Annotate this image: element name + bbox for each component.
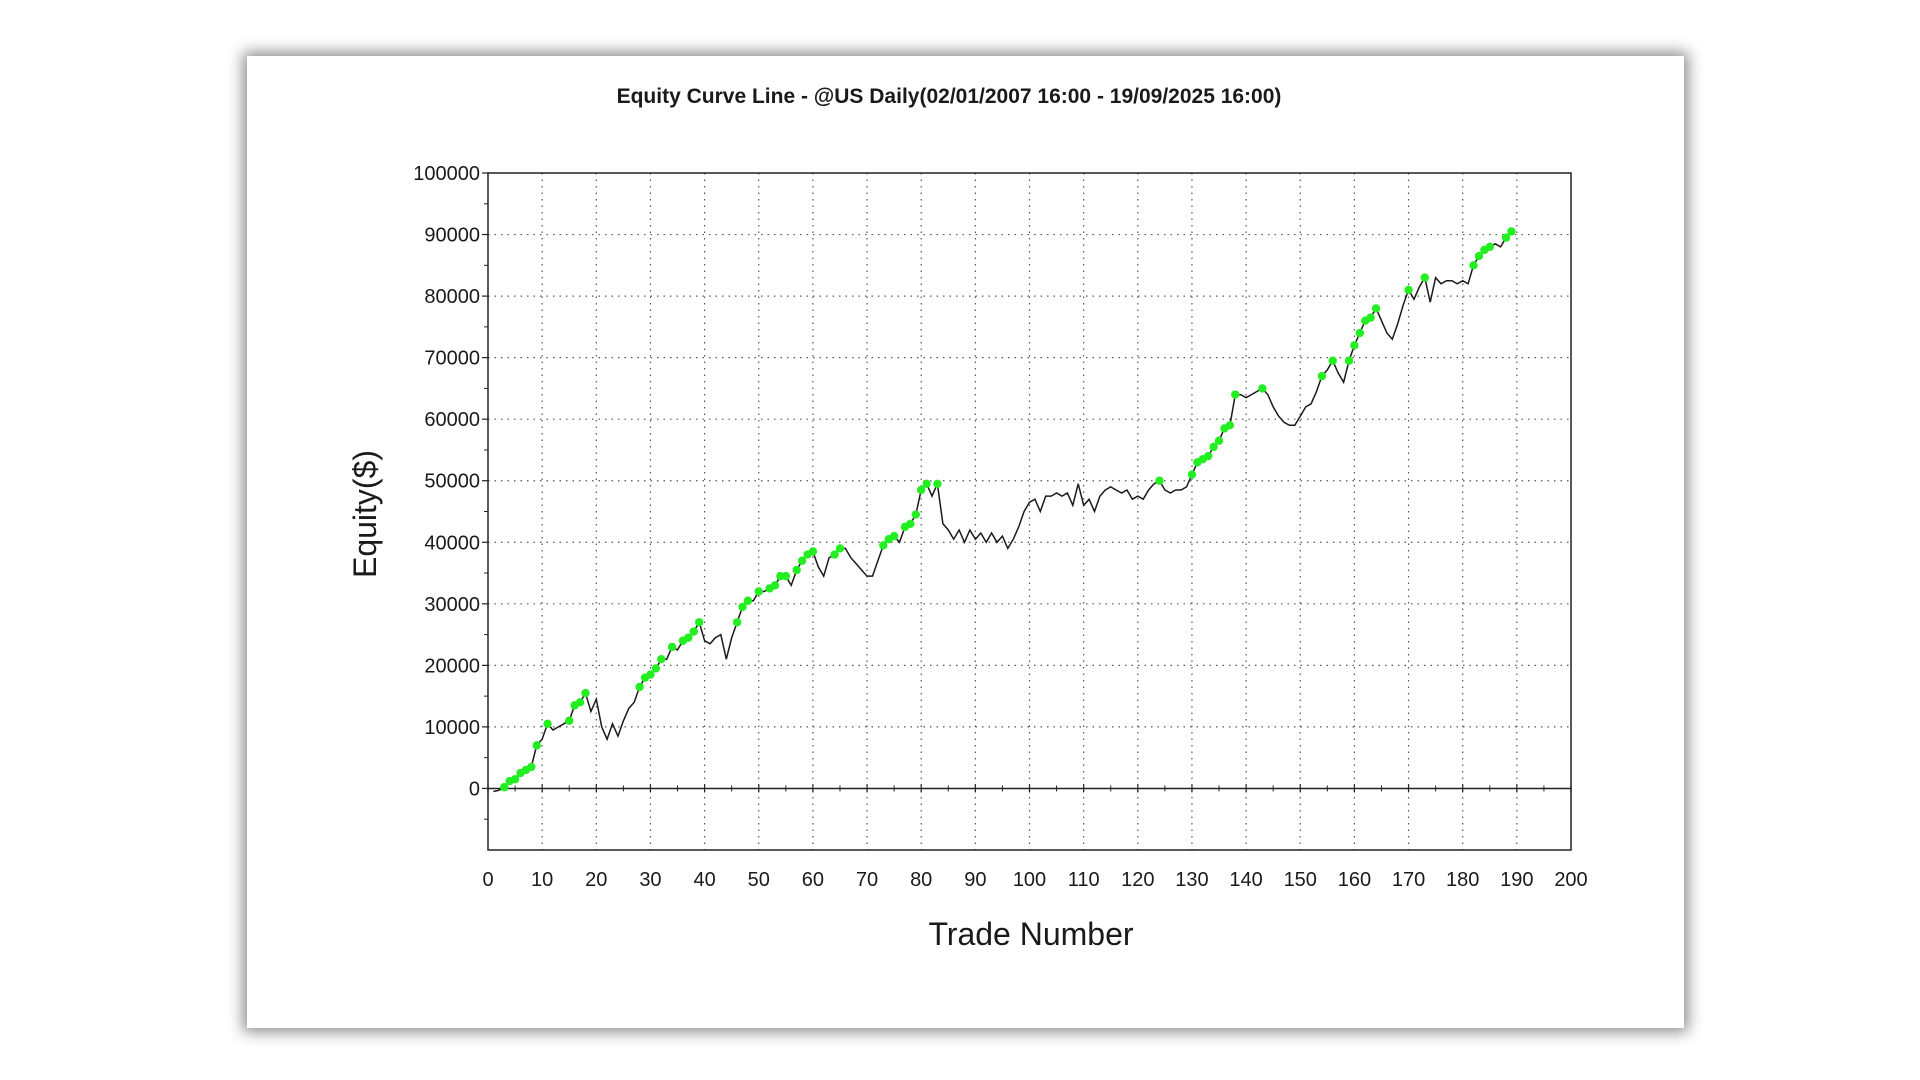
- new-high-markers: [500, 227, 1516, 792]
- new-high-marker: [532, 741, 541, 750]
- x-tick-label: 140: [1229, 869, 1262, 891]
- x-tick-label: 0: [482, 869, 493, 891]
- new-high-marker: [906, 519, 915, 529]
- new-high-marker: [781, 571, 791, 581]
- new-high-marker: [922, 479, 931, 489]
- x-tick-label: 90: [964, 869, 986, 891]
- new-high-marker: [1469, 261, 1478, 270]
- grid-lines: [488, 173, 1571, 850]
- new-high-marker: [1420, 273, 1429, 282]
- plot-frame: [487, 172, 1572, 851]
- new-high-marker: [667, 642, 677, 652]
- new-high-marker: [797, 556, 807, 565]
- x-tick-label: 50: [748, 869, 770, 891]
- x-tick-label: 10: [531, 869, 553, 891]
- new-high-marker: [917, 485, 926, 495]
- y-tick-label: 0: [469, 778, 480, 800]
- y-tick-label: 80000: [424, 286, 480, 308]
- x-tick-label: 80: [910, 869, 932, 891]
- chart-title: Equity Curve Line - @US Daily(02/01/2007…: [617, 85, 1282, 108]
- equity-line: [493, 231, 1512, 793]
- chart-card: Equity Curve Line - @US Daily(02/01/2007…: [247, 56, 1684, 1028]
- new-high-marker: [581, 688, 590, 698]
- y-tick-label: 20000: [424, 655, 480, 677]
- new-high-marker: [1203, 451, 1213, 461]
- x-axis-label: Trade Number: [928, 916, 1133, 952]
- new-high-marker: [808, 547, 818, 556]
- new-high-marker: [1371, 304, 1381, 313]
- x-tick-label: 180: [1446, 869, 1479, 891]
- new-high-marker: [543, 719, 552, 729]
- y-tick-label: 40000: [424, 532, 480, 554]
- new-high-marker: [1404, 285, 1413, 295]
- x-tick-label: 200: [1554, 869, 1587, 891]
- new-high-marker: [689, 627, 698, 636]
- x-tick-label: 20: [585, 869, 607, 891]
- new-high-marker: [694, 618, 704, 627]
- new-high-marker: [527, 762, 536, 772]
- axes: [482, 172, 1572, 851]
- y-tick-label: 60000: [424, 409, 480, 431]
- new-high-marker: [1328, 356, 1337, 365]
- new-high-marker: [738, 602, 747, 612]
- new-high-marker: [657, 655, 666, 664]
- new-high-marker: [933, 479, 942, 489]
- new-high-marker: [1187, 470, 1197, 479]
- y-tick-label: 100000: [413, 163, 480, 185]
- new-high-marker: [651, 664, 661, 673]
- new-high-marker: [1317, 371, 1327, 381]
- new-high-marker: [1355, 328, 1365, 338]
- x-tick-label: 120: [1121, 869, 1154, 891]
- new-high-marker: [754, 587, 763, 596]
- x-tick-label: 60: [802, 869, 824, 891]
- x-tick-label: 40: [693, 869, 715, 891]
- new-high-marker: [1155, 476, 1164, 485]
- new-high-marker: [1485, 242, 1494, 252]
- new-high-marker: [1231, 390, 1240, 399]
- x-tick-label: 170: [1392, 869, 1425, 891]
- y-tick-label: 90000: [424, 225, 480, 247]
- y-tick-label: 10000: [424, 717, 480, 739]
- new-high-marker: [1501, 233, 1511, 242]
- new-high-marker: [510, 775, 520, 784]
- new-high-marker: [1209, 442, 1218, 452]
- x-tick-label: 190: [1500, 869, 1533, 891]
- new-high-marker: [565, 716, 574, 725]
- new-high-marker: [635, 682, 644, 692]
- x-tick-label: 30: [639, 869, 661, 891]
- y-tick-label: 30000: [424, 594, 480, 616]
- new-high-marker: [575, 698, 585, 707]
- new-high-marker: [835, 544, 845, 553]
- new-high-marker: [1474, 251, 1484, 261]
- new-high-marker: [646, 670, 655, 679]
- x-tick-label: 130: [1175, 869, 1208, 891]
- x-tick-label: 110: [1068, 869, 1100, 891]
- new-high-marker: [830, 550, 839, 559]
- new-high-marker: [889, 531, 899, 541]
- equity-chart: Equity Curve Line - @US Daily(02/01/2007…: [347, 85, 1588, 952]
- new-high-marker: [1214, 436, 1224, 445]
- tick-labels: 0 10 20 30 40 50 60 70 80 90 100 110 120 130 140 150 160…: [413, 163, 1587, 891]
- new-high-marker: [684, 633, 693, 642]
- x-tick-label: 160: [1338, 869, 1371, 891]
- y-axis-label: Equity($): [347, 450, 383, 578]
- x-tick-label: 100: [1013, 869, 1046, 891]
- new-high-marker: [1225, 421, 1235, 430]
- new-high-marker: [1258, 384, 1267, 393]
- new-high-marker: [879, 541, 888, 550]
- new-high-marker: [743, 596, 753, 605]
- x-tick-label: 150: [1284, 869, 1317, 891]
- new-high-marker: [770, 581, 780, 590]
- new-high-marker: [500, 783, 509, 792]
- x-tick-label: 70: [856, 869, 878, 891]
- new-high-marker: [792, 565, 801, 575]
- y-tick-label: 70000: [424, 348, 480, 370]
- new-high-marker: [1507, 227, 1516, 236]
- new-high-marker: [1344, 356, 1354, 365]
- new-high-marker: [1350, 341, 1359, 350]
- new-high-marker: [732, 618, 742, 627]
- new-high-marker: [1366, 313, 1375, 322]
- y-tick-label: 50000: [424, 471, 480, 493]
- new-high-marker: [911, 510, 920, 519]
